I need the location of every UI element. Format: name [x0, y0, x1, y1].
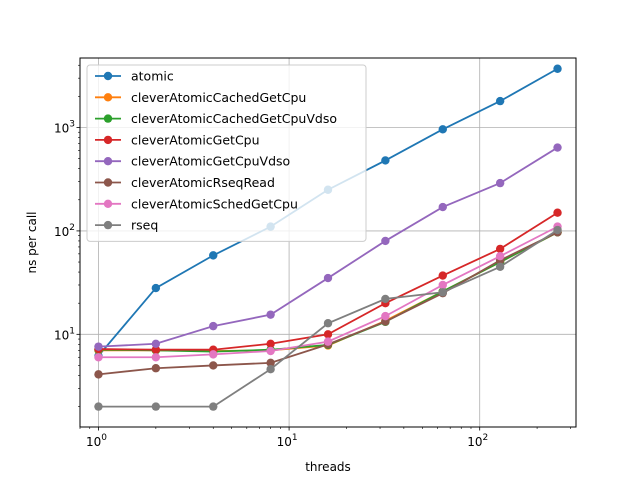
data-point	[266, 310, 275, 319]
x-tick-label: 102	[467, 433, 488, 449]
tick-layer: 100 101 102 101 102 103	[54, 64, 571, 449]
data-point	[151, 364, 161, 373]
data-point	[381, 156, 390, 165]
legend-entry: atomic	[95, 69, 174, 84]
data-point	[151, 345, 161, 354]
data-point	[323, 273, 333, 283]
data-point	[94, 370, 103, 379]
y-tick-label: 101	[54, 326, 75, 342]
legend-entry: cleverAtomicRseqRead	[95, 175, 275, 190]
legend-swatch-marker	[103, 157, 113, 166]
legend-label: cleverAtomicSchedGetCpu	[131, 196, 298, 211]
x-axis-label: threads	[305, 460, 351, 474]
y-tick-label: 103	[54, 120, 75, 136]
data-point	[266, 364, 275, 374]
legend-entry: cleverAtomicCachedGetCpu	[95, 90, 306, 105]
data-point	[94, 402, 103, 411]
data-point	[438, 271, 447, 280]
data-point	[438, 202, 447, 212]
legend-swatch-marker	[103, 71, 113, 81]
y-axis-label: ns per call	[25, 211, 39, 273]
data-point	[151, 402, 161, 411]
y-tick-label: 102	[54, 223, 75, 239]
data-point	[381, 311, 390, 321]
data-point	[266, 346, 275, 356]
legend-swatch-marker	[103, 93, 113, 102]
legend-entry: cleverAtomicCachedGetCpuVdso	[95, 111, 337, 126]
data-point	[495, 244, 505, 254]
data-point	[209, 402, 218, 411]
data-point	[495, 251, 505, 261]
data-point	[151, 339, 161, 348]
data-point	[438, 288, 447, 297]
legend-swatch-marker	[103, 199, 113, 208]
data-point	[495, 262, 505, 271]
x-tick-label: 100	[86, 433, 107, 449]
plot-frame	[79, 57, 577, 428]
data-point	[323, 337, 333, 346]
data-point	[381, 236, 390, 246]
data-point	[323, 330, 333, 339]
legend: atomic cleverAtomicCachedGetCpu cleverAtom…	[86, 64, 367, 242]
data-point	[553, 208, 562, 217]
data-point	[553, 225, 562, 235]
legend-label: atomic	[131, 69, 174, 84]
data-point	[438, 280, 447, 290]
data-point	[94, 342, 103, 351]
data-point	[94, 353, 103, 362]
legend-label: cleverAtomicCachedGetCpuVdso	[131, 111, 337, 126]
data-point	[209, 361, 218, 370]
x-tick-label: 101	[277, 433, 298, 449]
data-point	[266, 358, 275, 368]
data-point	[495, 178, 505, 188]
legend-entry: cleverAtomicSchedGetCpu	[95, 196, 298, 211]
data-point	[438, 125, 447, 134]
legend-swatch-marker	[103, 114, 113, 123]
data-point	[209, 251, 218, 260]
series-line	[98, 229, 559, 408]
legend-label: cleverAtomicGetCpu	[131, 132, 260, 147]
data-point	[266, 339, 275, 348]
legend-swatch-marker	[103, 135, 113, 145]
legend-swatch-marker	[103, 220, 113, 230]
series-clever-atomic-get-cpu-vdso	[94, 143, 562, 351]
data-point	[151, 353, 161, 362]
legend-swatch-marker	[103, 178, 113, 187]
legend-label: cleverAtomicRseqRead	[131, 175, 275, 190]
legend-entry: cleverAtomicGetCpu	[95, 132, 260, 147]
legend-label: rseq	[131, 218, 158, 233]
series-rseq	[94, 225, 562, 411]
data-point	[151, 283, 161, 293]
data-point	[495, 96, 505, 106]
data-point	[323, 319, 333, 328]
legend-entry: cleverAtomicGetCpuVdso	[95, 154, 290, 169]
legend-label: cleverAtomicGetCpuVdso	[131, 154, 290, 169]
data-point	[209, 321, 218, 331]
legend-label: cleverAtomicCachedGetCpu	[131, 90, 306, 105]
data-point	[553, 143, 562, 152]
data-point	[381, 294, 390, 304]
legend-entry: rseq	[95, 218, 158, 233]
legend-box	[86, 64, 367, 242]
series-clever-atomic-sched-get-cpu	[94, 222, 562, 362]
data-point	[209, 350, 218, 359]
data-point	[553, 64, 562, 73]
